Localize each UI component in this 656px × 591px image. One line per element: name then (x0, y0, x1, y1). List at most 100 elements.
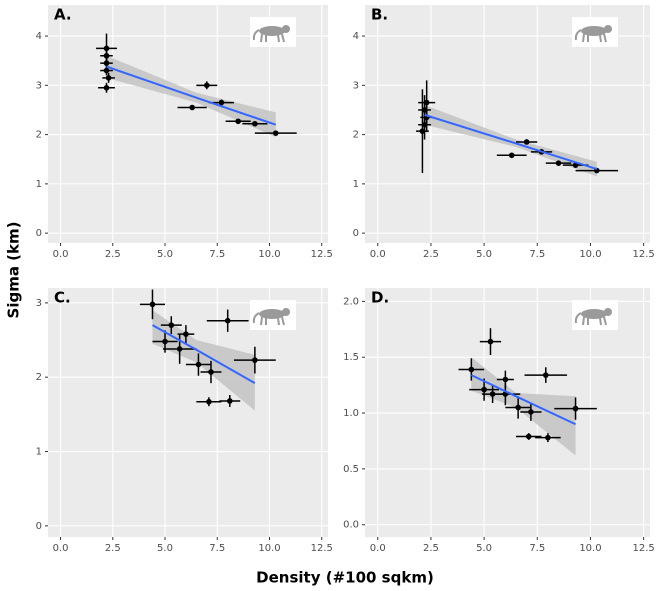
x-tick-label: 5.0 (157, 249, 173, 260)
y-tick-label: 0.0 (343, 520, 359, 531)
point (206, 398, 212, 405)
panel: 0.0 2.5 5.0 7.5 10.0 12.5 0.0 0.5 1.0 1.5 2.0 D. (343, 288, 655, 554)
x-tick-label: 7.5 (209, 543, 225, 554)
y-tick-label: 3 (36, 298, 42, 309)
x-tick-label: 10.0 (579, 249, 601, 260)
y-tick-label: 1 (36, 447, 42, 458)
confidence-band (424, 105, 597, 177)
point (508, 152, 515, 159)
y-tick-label: 4 (36, 31, 42, 42)
tiger-icon (572, 17, 618, 47)
icon-body (259, 26, 285, 36)
x-tick-label: 5.0 (476, 543, 492, 554)
y-tick-label: 2 (36, 372, 42, 383)
y-tick-label: 0 (36, 228, 42, 239)
y-tick-label: 3 (36, 80, 42, 91)
point (224, 317, 231, 324)
point (272, 130, 279, 136)
icon-legs (252, 29, 285, 43)
icon-head (604, 25, 612, 33)
y-tick-label: 1 (36, 179, 42, 190)
x-tick-label: 2.5 (105, 249, 121, 260)
tiger-icon (250, 300, 296, 330)
x-tick-label: 12.5 (311, 249, 333, 260)
y-tick-label: 2.0 (343, 296, 359, 307)
x-tick-label: 12.5 (632, 543, 654, 554)
point (502, 376, 509, 383)
point (528, 409, 534, 415)
point (468, 366, 475, 373)
x-tick-label: 5.0 (476, 249, 492, 260)
point (525, 433, 532, 440)
x-tick-label: 10.0 (258, 249, 280, 260)
y-tick-label: 1.5 (343, 352, 359, 363)
point (487, 338, 494, 345)
x-axis-label: Density (#100 sqkm) (256, 569, 434, 587)
point (523, 139, 530, 145)
x-tick-label: 7.5 (209, 249, 225, 260)
point (204, 82, 210, 89)
panel: 0.0 2.5 5.0 7.5 10.0 12.5 0 1 2 3 4 B. (353, 5, 655, 260)
y-tick-label: 3 (353, 80, 359, 91)
point (103, 84, 110, 91)
y-tick-label: 1 (353, 179, 359, 190)
icon-legs (574, 312, 607, 326)
icon-body (259, 309, 285, 319)
panel-label: B. (371, 6, 388, 24)
fit-line (424, 113, 598, 171)
panel-label: D. (371, 289, 389, 307)
point (481, 386, 487, 393)
confidence-band (152, 310, 255, 411)
point (542, 372, 549, 378)
x-tick-label: 0.0 (370, 543, 386, 554)
point (252, 357, 258, 363)
point (195, 361, 202, 368)
icon-legs (574, 29, 607, 43)
x-tick-label: 7.5 (529, 543, 545, 554)
point (103, 52, 110, 59)
y-axis-label: Sigma (km) (5, 222, 23, 319)
icon-body (581, 26, 607, 36)
tiger-icon (572, 300, 618, 330)
icon-head (282, 308, 290, 316)
panel-label: A. (54, 6, 72, 24)
icon-body (581, 309, 607, 319)
point (208, 369, 214, 375)
point (419, 128, 426, 134)
point (176, 346, 183, 352)
x-tick-label: 12.5 (632, 249, 654, 260)
point (572, 405, 579, 412)
icon-head (604, 308, 612, 316)
point (103, 67, 110, 74)
point (545, 434, 551, 441)
x-tick-label: 0.0 (370, 249, 386, 260)
icon-head (282, 25, 290, 33)
fit-line (470, 374, 576, 426)
point (252, 120, 258, 127)
icon-legs (252, 312, 285, 326)
panel: 0.0 2.5 5.0 7.5 10.0 12.5 0 1 2 3 4 A. (36, 5, 333, 260)
y-tick-label: 0 (36, 521, 42, 532)
y-tick-label: 2 (353, 130, 359, 141)
point (168, 322, 175, 328)
x-tick-label: 10.0 (258, 543, 280, 554)
x-tick-label: 0.0 (53, 543, 69, 554)
x-tick-label: 7.5 (529, 249, 545, 260)
point (105, 75, 112, 81)
point (218, 99, 225, 106)
point (226, 398, 233, 404)
y-tick-label: 0 (353, 228, 359, 239)
fit-line (151, 324, 256, 385)
point (235, 118, 241, 125)
point (189, 104, 195, 111)
point (149, 301, 156, 308)
x-tick-label: 5.0 (157, 543, 173, 554)
point (183, 331, 189, 337)
y-tick-label: 2 (36, 130, 42, 141)
y-tick-label: 4 (353, 31, 359, 42)
x-tick-label: 10.0 (579, 543, 601, 554)
panel: 0.0 2.5 5.0 7.5 10.0 12.5 0 1 2 3 C. (36, 288, 333, 554)
point (162, 338, 168, 345)
fit-line (106, 65, 277, 126)
